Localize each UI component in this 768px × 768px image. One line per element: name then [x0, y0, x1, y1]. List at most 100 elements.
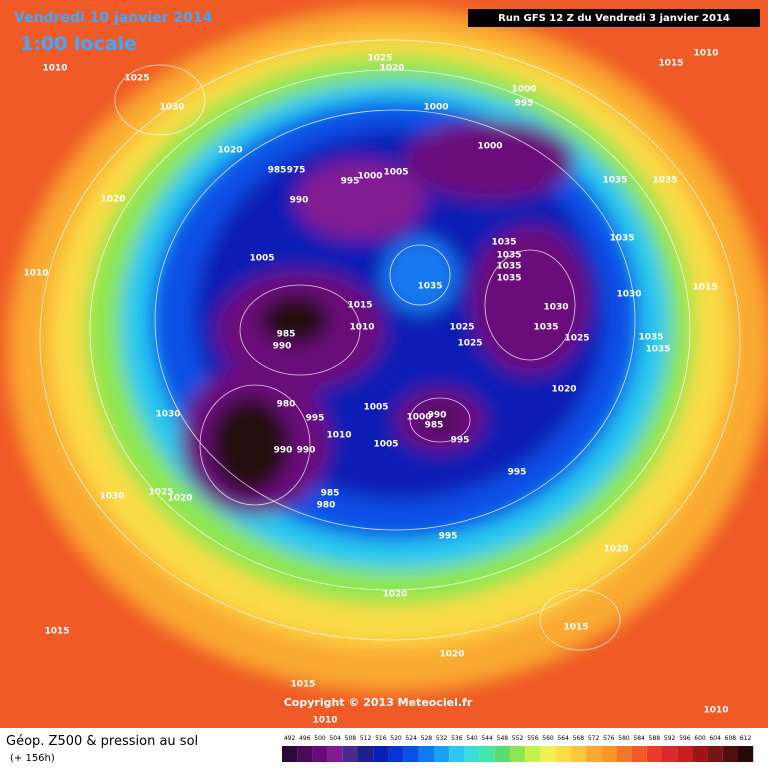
- scale-label: 544: [481, 735, 493, 742]
- scale-label: 492: [284, 735, 296, 742]
- isobar-label: 1015: [347, 301, 372, 311]
- isobar: [199, 384, 311, 506]
- scale-swatch: [464, 746, 480, 762]
- isobar: [39, 39, 741, 641]
- scale-swatch: [601, 746, 617, 762]
- scale-swatch: [510, 746, 526, 762]
- height-zone: [382, 237, 458, 313]
- valid-date: Vendredi 10 janvier 2014: [14, 10, 213, 26]
- isobar-label: 995: [341, 177, 360, 187]
- scale-swatch: [738, 746, 754, 762]
- isobar: [89, 69, 691, 591]
- scale-label: 592: [664, 735, 676, 742]
- isobar-label: 1020: [382, 590, 407, 600]
- scale-label: 548: [497, 735, 509, 742]
- scale-label: 564: [557, 735, 569, 742]
- scale-label: 612: [740, 735, 752, 742]
- isobar-label: 1035: [417, 282, 442, 292]
- scale-label: 588: [649, 735, 661, 742]
- isobar-label: 995: [439, 532, 458, 542]
- scale-swatch: [616, 746, 632, 762]
- isobar-label: 1010: [326, 431, 351, 441]
- isobar-label: 1010: [349, 323, 374, 333]
- isobar-label: 1025: [449, 323, 474, 333]
- scale-swatch: [525, 746, 541, 762]
- isobar-label: 985: [277, 330, 296, 340]
- scale-swatch: [707, 746, 723, 762]
- isobar-label: 1010: [23, 269, 48, 279]
- scale-label: 532: [436, 735, 448, 742]
- isobar-label: 980: [317, 501, 336, 511]
- scale-label: 568: [573, 735, 585, 742]
- scale-swatch: [327, 746, 343, 762]
- scale-swatch: [388, 746, 404, 762]
- isobar-label: 985: [268, 166, 287, 176]
- scale-swatch: [662, 746, 678, 762]
- isobar-label: 1010: [312, 716, 337, 726]
- isobar-label: 1020: [603, 545, 628, 555]
- scale-label: 508: [345, 735, 357, 742]
- isobar-label: 1035: [638, 333, 663, 343]
- isobar: [539, 589, 621, 651]
- scale-swatch: [494, 746, 510, 762]
- isobar-label: 1020: [217, 146, 242, 156]
- scale-swatch: [586, 746, 602, 762]
- scale-label: 584: [633, 735, 645, 742]
- isobar-label: 1010: [703, 706, 728, 716]
- scale-swatch: [297, 746, 313, 762]
- isobar: [114, 64, 206, 136]
- isobar-label: 1035: [496, 274, 521, 284]
- scale-swatch: [373, 746, 389, 762]
- scale-swatch: [631, 746, 647, 762]
- scale-label: 500: [314, 735, 326, 742]
- isobar-label: 1025: [564, 334, 589, 344]
- isobar-label: 1035: [496, 251, 521, 261]
- isobar-label: 995: [451, 436, 470, 446]
- height-zone: [295, 160, 425, 240]
- isobar-label: 1000: [423, 103, 448, 113]
- scale-label: 540: [466, 735, 478, 742]
- scale-swatch: [555, 746, 571, 762]
- scale-label: 604: [709, 735, 721, 742]
- isobar-label: 985: [321, 489, 340, 499]
- scale-label: 516: [375, 735, 387, 742]
- scale-label: 572: [588, 735, 600, 742]
- scale-label: 608: [725, 735, 737, 742]
- height-zone: [470, 225, 590, 375]
- height-zone: [260, 295, 330, 345]
- isobar-label: 1010: [42, 64, 67, 74]
- run-box: [468, 9, 760, 27]
- isobar-label: 1020: [551, 385, 576, 395]
- scale-swatch: [282, 746, 298, 762]
- isobar-label: 1035: [496, 262, 521, 272]
- isobar-label: 1000: [406, 413, 431, 423]
- scale-swatch: [722, 746, 738, 762]
- scale-swatch: [540, 746, 556, 762]
- isobar-label: 975: [287, 166, 306, 176]
- scale-swatch: [677, 746, 693, 762]
- height-zone: [405, 120, 575, 200]
- isobar-label: 1000: [477, 142, 502, 152]
- scale-label: 512: [360, 735, 372, 742]
- isobar-label: 1005: [373, 440, 398, 450]
- isobar: [484, 249, 576, 361]
- isobar-label: 1015: [44, 627, 69, 637]
- scale-swatch: [403, 746, 419, 762]
- isobar-label: 1015: [692, 283, 717, 293]
- isobar-label: 1020: [100, 195, 125, 205]
- height-zone: [422, 406, 458, 434]
- isobar-label: 1005: [383, 168, 408, 178]
- isobar-label: 990: [297, 446, 316, 456]
- scale-label: 580: [618, 735, 630, 742]
- scale-label: 596: [679, 735, 691, 742]
- isobar: [239, 284, 361, 376]
- scale-swatch: [449, 746, 465, 762]
- isobar-label: 1025: [367, 54, 392, 64]
- isobar-label: 1030: [543, 303, 568, 313]
- isobar-label: 1000: [357, 172, 382, 182]
- scale-label: 528: [421, 735, 433, 742]
- isobar-label: 1010: [693, 49, 718, 59]
- isobar-label: 1020: [167, 494, 192, 504]
